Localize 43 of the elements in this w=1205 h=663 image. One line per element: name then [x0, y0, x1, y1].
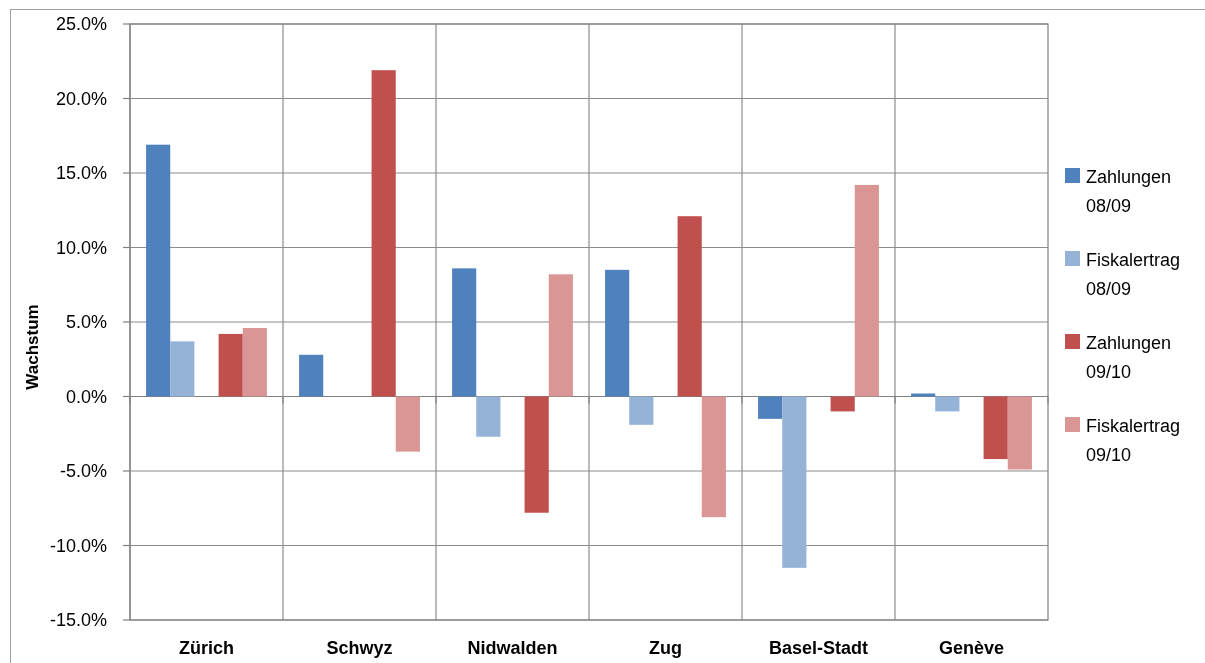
- bar: [299, 354, 324, 397]
- y-axis-title: Wachstum: [23, 304, 42, 390]
- x-tick-label: Nidwalden: [467, 638, 558, 658]
- bar: [242, 327, 267, 397]
- bar: [395, 396, 420, 452]
- legend-label: Fiskalertrag 09/10: [1086, 416, 1181, 465]
- bar: [701, 396, 726, 518]
- y-tick-label: 10.0%: [55, 237, 107, 258]
- x-tick-label: Basel-Stadt: [768, 638, 869, 658]
- y-tick-label: 5.0%: [65, 312, 107, 333]
- x-tick-label: Genève: [938, 638, 1005, 658]
- bar: [170, 341, 195, 397]
- bar: [782, 396, 807, 568]
- bar: [371, 70, 396, 397]
- x-tick-label: Zug: [649, 638, 682, 658]
- bar: [452, 268, 477, 397]
- bar: [983, 396, 1008, 460]
- y-tick-label: -10.0%: [49, 535, 107, 556]
- bar: [758, 396, 783, 419]
- y-tick-label: -15.0%: [49, 610, 107, 631]
- bar: [218, 333, 243, 397]
- bar: [1007, 396, 1032, 470]
- bar: [677, 216, 702, 397]
- y-tick-label: 25.0%: [55, 14, 107, 35]
- bar: [548, 274, 573, 397]
- legend-label: Fiskalertrag 08/09: [1086, 250, 1181, 299]
- bar: [524, 396, 549, 513]
- y-tick-label: 20.0%: [55, 88, 107, 109]
- bar: [935, 396, 960, 412]
- x-tick-label: Zürich: [178, 638, 235, 658]
- legend-label: Zahlungen 08/09: [1086, 167, 1172, 216]
- bar: [605, 269, 630, 397]
- bar: [629, 396, 654, 425]
- y-tick-label: -5.0%: [59, 461, 107, 482]
- bar: [146, 144, 171, 397]
- legend-label: Zahlungen 09/10: [1086, 333, 1172, 382]
- bar: [476, 396, 501, 437]
- y-tick-label: 15.0%: [55, 163, 107, 184]
- bar: [911, 393, 936, 397]
- bar: [854, 184, 879, 397]
- y-tick-label: 0.0%: [65, 386, 107, 407]
- x-tick-label: Schwyz: [326, 638, 393, 658]
- bar: [830, 396, 855, 412]
